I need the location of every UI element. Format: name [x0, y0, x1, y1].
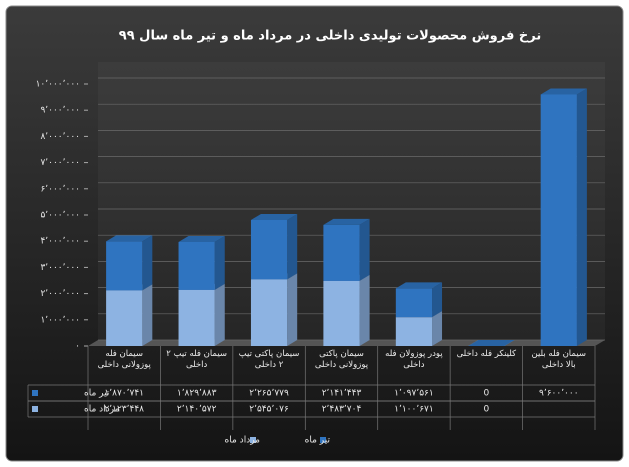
- table-cell: ۲٬۴۸۳٬۷۰۴: [322, 405, 362, 415]
- table-legend-key: [32, 390, 38, 396]
- y-tick-label: ۱٬۰۰۰٬۰۰۰: [40, 315, 80, 325]
- legend-label: مرداد ماه: [225, 436, 261, 446]
- table-cell: 0: [483, 389, 489, 399]
- table-cell: ۹٬۶۰۰٬۰۰۰: [539, 389, 579, 399]
- bar-top: [178, 235, 225, 242]
- bar-top: [323, 218, 370, 225]
- table-cell: ۱٬۸۷۰٬۷۴۱: [104, 389, 144, 399]
- x-tick-label: کلینکر فله داخلی: [456, 349, 517, 359]
- y-tick-label: ۳٬۰۰۰٬۰۰۰: [40, 263, 80, 273]
- table-cell: ۱٬۸۲۹٬۸۸۳: [177, 389, 217, 399]
- bar: [250, 279, 288, 346]
- x-tick-label: پودر پوزولان فله داخلی: [385, 349, 443, 370]
- table-cell: ۲٬۱۲۳٬۴۴۸: [104, 405, 144, 415]
- x-tick-label: سیمان پاکتی پوزولانی داخلی: [314, 349, 369, 370]
- x-tick-label: سیمان فله پوزولانی داخلی: [97, 349, 151, 370]
- bar: [106, 241, 143, 291]
- y-tick-label: ۲٬۰۰۰٬۰۰۰: [40, 289, 80, 299]
- y-tick-label: ۷٬۰۰۰٬۰۰۰: [40, 158, 80, 168]
- bar-side: [432, 282, 443, 318]
- bar-side: [359, 218, 370, 281]
- x-tick-label: سیمان فله بلین بالا داخلی: [531, 349, 587, 370]
- bar: [395, 317, 433, 346]
- y-tick-label: ۸٬۰۰۰٬۰۰۰: [40, 132, 80, 142]
- bar-top: [395, 282, 443, 289]
- y-tick-label: ۱۰٬۰۰۰٬۰۰۰: [36, 80, 80, 90]
- y-tick-label: ۹٬۰۰۰٬۰۰۰: [40, 106, 80, 116]
- bar-side: [214, 235, 225, 290]
- x-tick-label: سیمان فله تیپ ۲ داخلی: [166, 349, 228, 370]
- bar-side: [142, 284, 153, 346]
- bar: [395, 288, 433, 318]
- legend-key: [320, 437, 326, 443]
- chart-title: نرخ فروش محصولات تولیدی داخلی در مرداد م…: [119, 29, 541, 44]
- y-tick-label: ۶٬۰۰۰٬۰۰۰: [40, 184, 80, 194]
- table-cell: 0: [483, 405, 489, 415]
- bar: [540, 94, 577, 346]
- bar: [178, 289, 215, 346]
- legend-key: [250, 437, 256, 443]
- bar: [323, 280, 360, 346]
- bar-side: [287, 213, 298, 280]
- table-cell: ۱٬۱۰۰٬۶۷۱: [394, 405, 434, 415]
- table-cell: ۲٬۱۴۱٬۴۴۳: [322, 389, 362, 399]
- bar-side: [214, 283, 225, 346]
- table-series-name: مرداد ماه: [84, 405, 120, 415]
- bar-side: [432, 311, 443, 346]
- table-cell: ۲٬۱۴۰٬۵۷۲: [177, 405, 217, 415]
- bar-top: [540, 88, 587, 95]
- bar-top: [106, 235, 153, 242]
- y-tick-label: ۴٬۰۰۰٬۰۰۰: [40, 237, 80, 247]
- bar-side: [287, 273, 298, 346]
- table-cell: ۲٬۵۴۵٬۰۷۶: [249, 405, 289, 415]
- bar-top: [468, 340, 515, 346]
- y-tick-label: ۰: [75, 342, 80, 352]
- table-legend-key: [32, 406, 38, 412]
- table-series-name: تیر ماه: [84, 389, 110, 399]
- bar: [106, 290, 143, 346]
- bar-top: [250, 213, 298, 220]
- bar-side: [576, 88, 587, 346]
- y-tick-label: ۵٬۰۰۰٬۰۰۰: [40, 211, 80, 221]
- bar: [250, 219, 288, 280]
- bar: [178, 241, 215, 290]
- bar-side: [142, 235, 153, 291]
- table-cell: ۱٬۰۹۷٬۵۶۱: [394, 389, 434, 399]
- legend-label: تیر ماه: [305, 436, 331, 446]
- bar-side: [359, 274, 370, 346]
- bar: [323, 224, 360, 281]
- table-cell: ۲٬۲۶۵٬۷۷۹: [249, 389, 289, 399]
- x-tick-label: سیمان پاکتی تیپ ۲ داخلی: [238, 349, 300, 370]
